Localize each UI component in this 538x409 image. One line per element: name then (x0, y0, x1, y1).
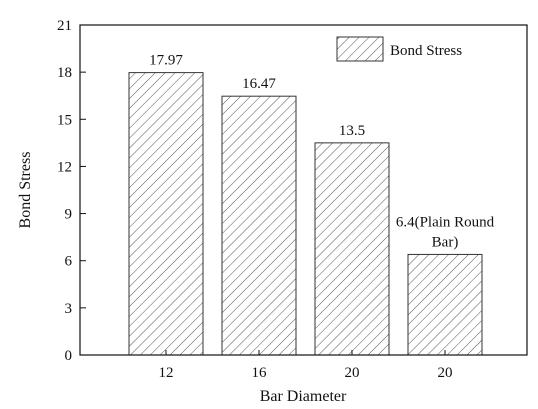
x-tick-label: 12 (159, 365, 174, 381)
y-tick-label: 12 (57, 159, 72, 175)
bar (407, 253, 483, 356)
y-tick-label: 18 (57, 65, 72, 81)
x-tick-label: 16 (252, 365, 268, 381)
data-label-line: 6.4(Plain Round (396, 214, 495, 230)
x-tick-label: 20 (345, 365, 360, 381)
data-label: 6.4(Plain Round Bar) (396, 214, 495, 250)
legend-swatch (336, 36, 384, 62)
data-label: 17.97 (149, 53, 183, 69)
legend: Bond Stress (336, 36, 462, 62)
y-tick-label: 0 (65, 348, 73, 364)
legend-label: Bond Stress (390, 43, 462, 59)
plot-area-frame (79, 24, 528, 356)
data-label: 16.47 (242, 76, 276, 92)
x-axis-label: Bar Diameter (260, 388, 347, 405)
y-tick-label: 3 (65, 301, 73, 317)
y-axis-label: Bond Stress (17, 152, 34, 229)
bar (221, 95, 297, 356)
y-tick-label: 9 (65, 207, 73, 223)
data-label: 13.5 (339, 123, 365, 139)
data-label-group: 17.97 16.47 13.5 6.4(Plain Round Bar) (149, 53, 495, 251)
data-label-line: Bar) (432, 234, 459, 250)
x-tick-label: 20 (438, 365, 453, 381)
bar (128, 72, 204, 356)
y-tick-label: 6 (65, 254, 73, 270)
bar (314, 142, 390, 356)
y-tick-label: 15 (57, 112, 72, 128)
x-axis: 12 16 20 20 (159, 350, 453, 381)
bar-group (128, 72, 483, 356)
y-tick-label: 21 (57, 18, 72, 34)
y-axis: 0 3 6 9 12 15 18 21 (57, 18, 86, 364)
